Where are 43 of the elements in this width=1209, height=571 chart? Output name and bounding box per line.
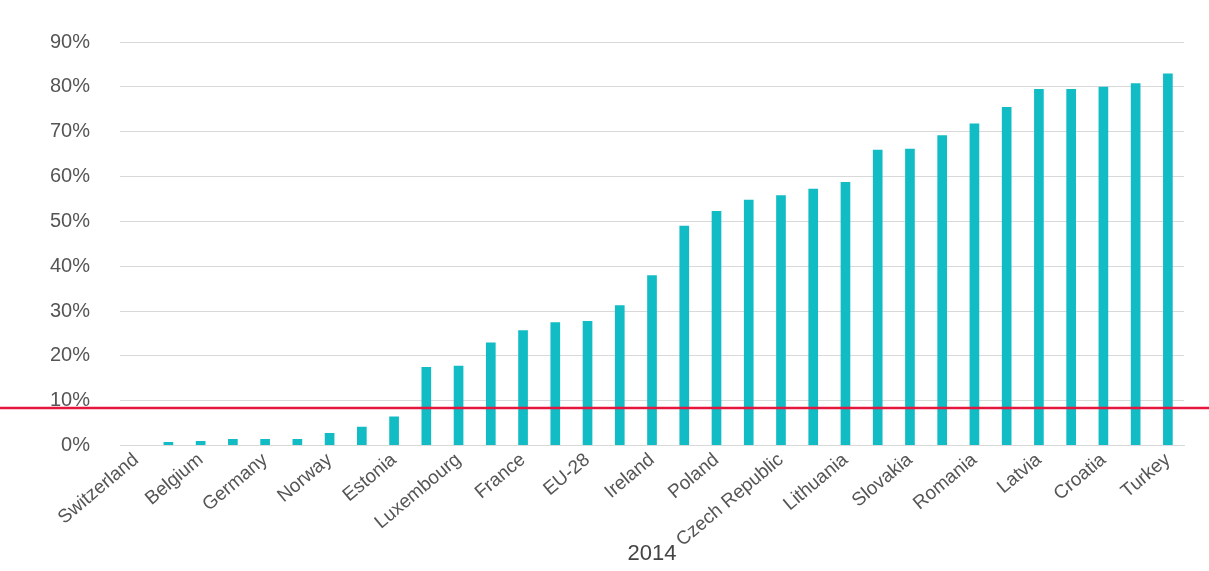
y-tick-label: 60% — [50, 164, 91, 187]
y-tick-label: 20% — [50, 343, 91, 366]
bar — [582, 320, 593, 446]
y-tick-label: 90% — [50, 29, 91, 52]
y-tick-label: 10% — [50, 388, 91, 411]
bar — [1130, 83, 1141, 446]
y-tick-label: 0% — [61, 433, 91, 456]
bar — [743, 199, 754, 446]
bar — [1066, 89, 1076, 446]
bar — [679, 225, 690, 446]
y-tick-label: 70% — [50, 119, 91, 142]
x-axis-title: 2014 — [627, 539, 677, 565]
bar — [518, 330, 528, 446]
bar — [1098, 86, 1109, 446]
bar — [228, 438, 238, 446]
bar — [840, 181, 851, 446]
bar — [453, 365, 464, 446]
bar — [711, 211, 722, 446]
bar — [357, 426, 367, 446]
y-tick-label: 40% — [50, 253, 91, 276]
bar — [647, 275, 657, 446]
bar — [292, 438, 303, 446]
bar — [1034, 89, 1044, 446]
bar — [324, 433, 335, 446]
y-tick-label: 30% — [50, 298, 91, 321]
bar — [550, 322, 561, 446]
bar — [614, 305, 625, 446]
bar — [776, 195, 786, 446]
bar — [872, 149, 883, 446]
bar — [808, 188, 819, 446]
bar — [1163, 73, 1173, 446]
bar — [389, 416, 399, 446]
bar — [260, 438, 270, 446]
bar — [969, 123, 980, 446]
bar — [195, 441, 206, 446]
bar — [905, 148, 915, 446]
bar — [163, 442, 174, 446]
y-tick-label: 80% — [50, 74, 91, 97]
y-tick-label: 50% — [50, 208, 91, 231]
bar — [1001, 107, 1012, 446]
bar — [421, 367, 432, 446]
bar — [937, 135, 948, 446]
bar — [485, 342, 496, 446]
